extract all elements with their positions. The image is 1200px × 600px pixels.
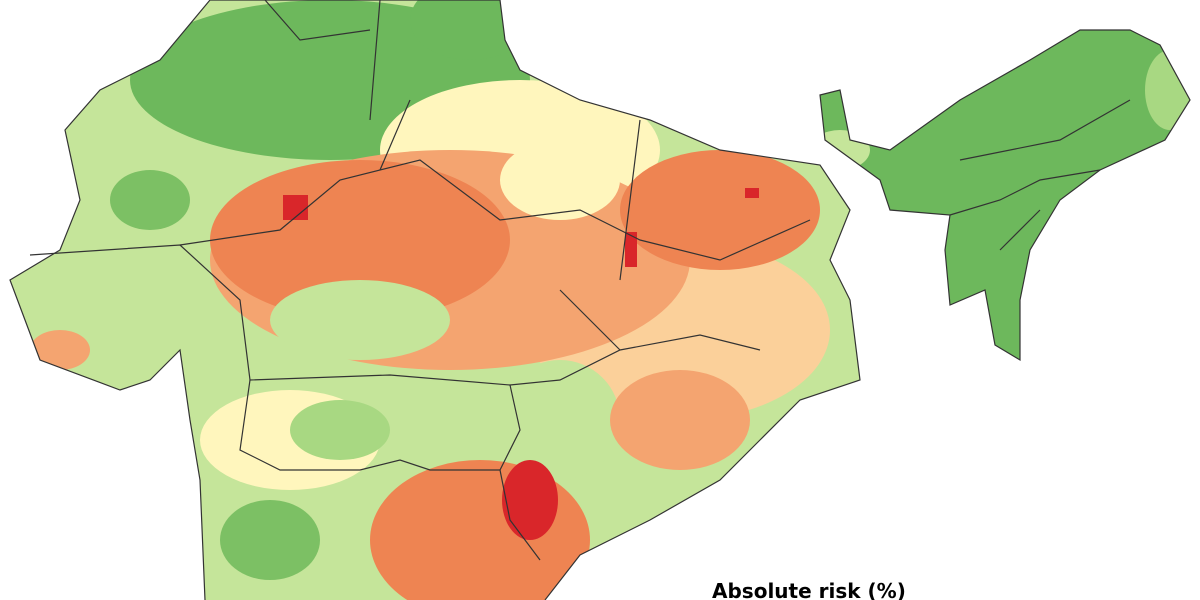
borders [9,0,1191,600]
legend-title: Absolute risk (%) [712,579,906,600]
mainland [10,0,860,600]
